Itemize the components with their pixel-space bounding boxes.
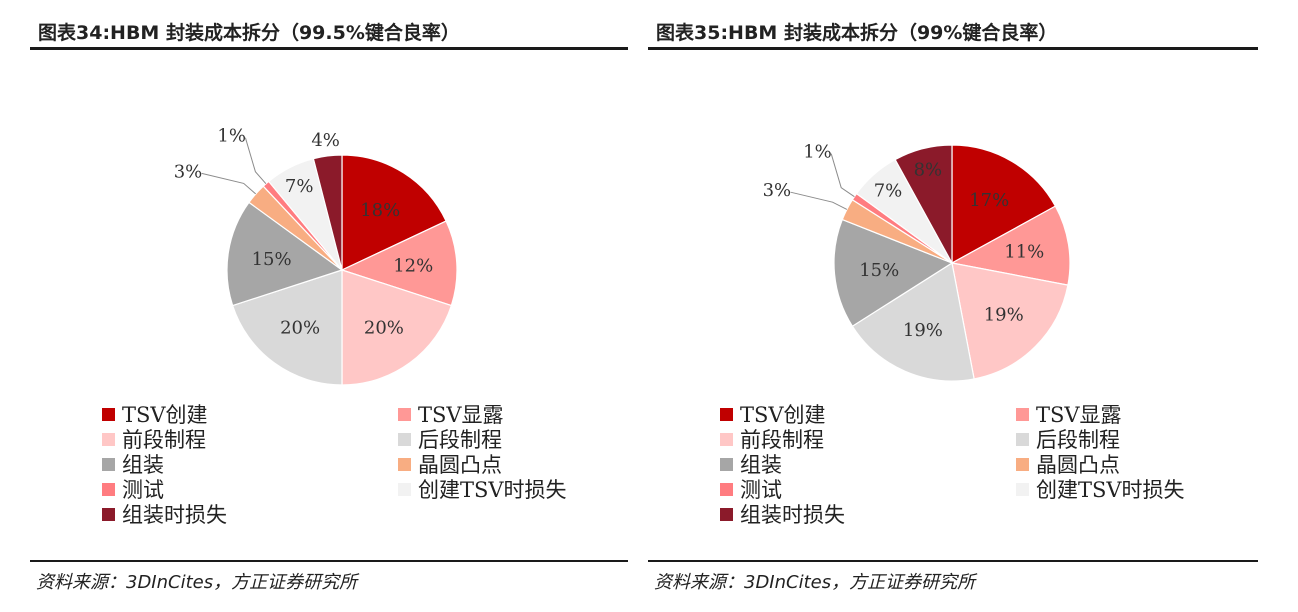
legend-label: TSV显露 — [1036, 403, 1122, 427]
pie-chart-left: 18% 12% 20% 20% 15% 3% 1% 7% 4% — [174, 126, 458, 386]
pie-slice-assembly-loss — [312, 154, 343, 271]
pie-slice-front-end-process — [341, 269, 453, 386]
legend-swatch — [1016, 458, 1029, 471]
legend-label: 后段制程 — [418, 428, 502, 452]
slice-label-back-end-process: 19% — [903, 320, 943, 341]
leader-line-testing — [830, 153, 855, 198]
pie-slice-tsv-creation — [951, 144, 1057, 265]
pie-slice-front-end-process — [951, 262, 1069, 380]
legend-swatch — [102, 508, 115, 521]
pie-slice-tsv-reveal — [950, 205, 1071, 286]
slice-label-tsv-creation: 18% — [360, 200, 400, 221]
slice-label-assembly-loss: 4% — [311, 130, 340, 151]
legend-swatch — [1016, 408, 1029, 421]
leader-line-testing — [244, 137, 267, 185]
pie-slice-tsv-reveal — [340, 220, 458, 307]
legend-swatch — [720, 483, 733, 496]
chart-title: 图表35:HBM 封装成本拆分（99%键合良率） — [656, 22, 1058, 44]
legend-swatch — [102, 408, 115, 421]
legend-swatch — [720, 408, 733, 421]
legend-swatch — [1016, 433, 1029, 446]
pie-slice-assembly — [226, 201, 344, 307]
pie-slice-back-end-process — [231, 269, 343, 386]
slice-label-tsv-creation-loss: 7% — [285, 176, 314, 197]
legend-label: 测试 — [740, 478, 782, 502]
legend-label: 创建TSV时损失 — [1036, 478, 1185, 502]
pie-chart-right: 17% 11% 19% 19% 15% 3% 1% 7% 8% — [763, 142, 1071, 382]
legend-swatch — [720, 433, 733, 446]
legend-swatch — [1016, 483, 1029, 496]
legend-swatch — [102, 483, 115, 496]
slice-label-testing: 1% — [803, 142, 832, 163]
slice-label-assembly-loss: 8% — [914, 159, 943, 180]
slice-label-wafer-bumping: 3% — [763, 180, 792, 201]
legend-label: 测试 — [122, 478, 164, 502]
legend-label: 前段制程 — [740, 428, 824, 452]
source-divider — [648, 560, 1258, 562]
slice-label-tsv-creation-loss: 7% — [874, 180, 903, 201]
legend-swatch — [102, 458, 115, 471]
chart-panel-left: 图表34:HBM 封装成本拆分（99.5%键合良率） 18% 12% 20% 20% 1… — [30, 0, 628, 612]
slice-label-assembly: 15% — [859, 260, 899, 281]
legend-swatch — [102, 433, 115, 446]
legend-swatch — [398, 408, 411, 421]
legend-swatch — [720, 508, 733, 521]
legend-label: 组装时损失 — [122, 503, 227, 527]
slice-label-tsv-reveal: 12% — [393, 256, 433, 277]
legend-label: 组装 — [122, 453, 164, 477]
legend-label: 晶圆凸点 — [1036, 453, 1120, 477]
legend-label: TSV创建 — [740, 403, 826, 427]
legend-label: 后段制程 — [1036, 428, 1120, 452]
slice-label-wafer-bumping: 3% — [174, 161, 203, 182]
legend-swatch — [398, 433, 411, 446]
slice-label-assembly: 15% — [252, 249, 292, 270]
chart-title: 图表34:HBM 封装成本拆分（99.5%键合良率） — [38, 22, 460, 44]
source-note: 资料来源：3DInCites，方正证券研究所 — [36, 572, 358, 593]
leader-line-wafer-bumping — [790, 191, 848, 210]
legend-label: 创建TSV时损失 — [418, 478, 567, 502]
legend-swatch — [398, 458, 411, 471]
legend-swatch — [398, 483, 411, 496]
source-divider — [30, 560, 628, 562]
slice-label-back-end-process: 20% — [280, 318, 320, 339]
leader-line-wafer-bumping — [201, 172, 257, 195]
title-divider — [30, 47, 628, 50]
legend-label: 组装 — [740, 453, 782, 477]
pie-slice-back-end-process — [851, 262, 975, 382]
slice-label-testing: 1% — [217, 126, 246, 147]
chart-panel-right: 图表35:HBM 封装成本拆分（99%键合良率） 17% 11% 19% 19% 15%… — [648, 0, 1258, 612]
legend-label: 晶圆凸点 — [418, 453, 502, 477]
legend-label: 组装时损失 — [740, 503, 845, 527]
legend-swatch — [720, 458, 733, 471]
pie-slice-tsv-creation — [341, 154, 447, 271]
legend-label: TSV显露 — [418, 403, 504, 427]
pie-slice-assembly — [833, 218, 954, 328]
pie-slice-assembly-loss — [894, 144, 953, 264]
legend-label: TSV创建 — [122, 403, 208, 427]
source-note: 资料来源：3DInCites，方正证券研究所 — [654, 572, 976, 593]
slice-label-front-end-process: 20% — [364, 318, 404, 339]
legend-label: 前段制程 — [122, 428, 206, 452]
slice-label-front-end-process: 19% — [984, 305, 1024, 326]
slice-label-tsv-creation: 17% — [969, 190, 1009, 211]
title-divider — [648, 47, 1258, 50]
slice-label-tsv-reveal: 11% — [1004, 242, 1044, 263]
